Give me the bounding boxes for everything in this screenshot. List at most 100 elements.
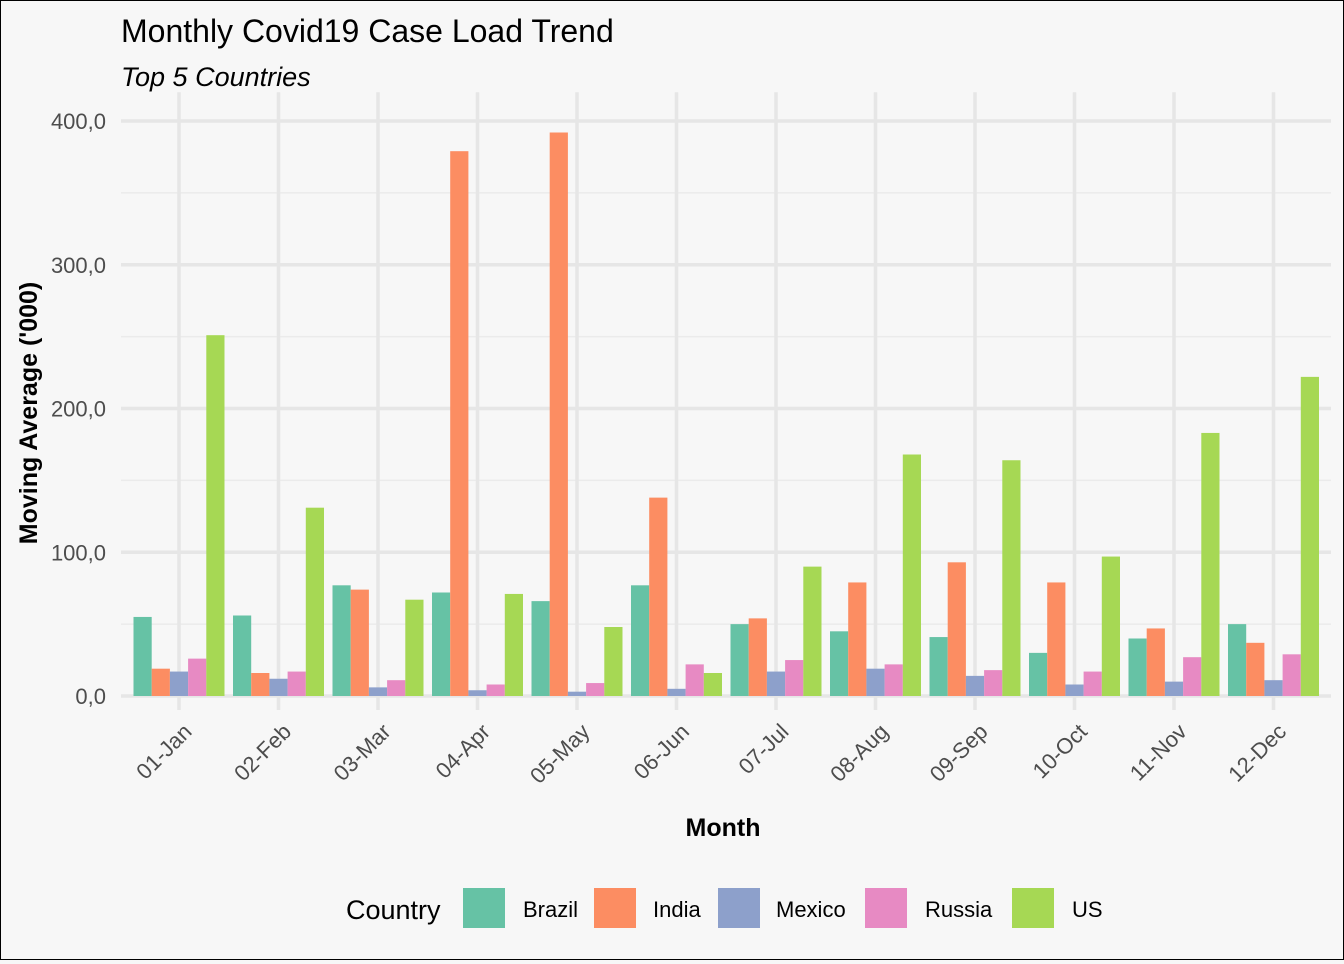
bar-mexico-07-jul	[766, 671, 786, 696]
bar-mexico-06-jun	[667, 688, 686, 696]
bar-brazil-04-apr	[432, 592, 451, 696]
bar-russia-08-aug	[884, 664, 903, 696]
bar-us-05-may	[604, 627, 623, 696]
chart-subtitle: Top 5 Countries	[121, 62, 311, 92]
bar-brazil-06-jun	[631, 585, 650, 696]
x-tick-label: 10-Oct	[1028, 719, 1092, 783]
bar-russia-11-nov	[1183, 657, 1202, 696]
chart-title: Monthly Covid19 Case Load Trend	[121, 13, 614, 49]
bar-russia-03-mar	[387, 680, 406, 696]
bar-us-11-nov	[1201, 432, 1220, 696]
bar-india-09-sep	[947, 562, 966, 696]
bar-brazil-01-jan	[133, 616, 152, 696]
bar-india-03-mar	[350, 589, 369, 696]
bar-india-10-oct	[1047, 582, 1066, 696]
bar-us-08-aug	[902, 454, 921, 696]
y-tick-label: 300,0	[51, 253, 106, 278]
bar-india-06-jun	[649, 497, 668, 696]
bar-mexico-08-aug	[866, 668, 885, 696]
bar-us-03-mar	[405, 599, 424, 696]
bar-mexico-12-dec	[1264, 680, 1283, 696]
bar-us-02-feb	[305, 507, 324, 696]
x-tick-label: 12-Dec	[1223, 719, 1291, 787]
bar-russia-01-jan	[188, 658, 207, 696]
legend-title: Country	[346, 895, 441, 925]
bar-mexico-03-mar	[368, 687, 388, 696]
bar-russia-12-dec	[1282, 654, 1301, 696]
bar-russia-05-may	[586, 683, 605, 696]
x-tick-label: 04-Apr	[431, 719, 495, 783]
bar-russia-02-feb	[287, 671, 306, 696]
y-tick-label: 100,0	[51, 540, 106, 565]
bar-india-12-dec	[1246, 642, 1265, 696]
y-tick-label: 0,0	[75, 684, 106, 709]
legend-label-india: India	[653, 897, 701, 922]
bar-mexico-11-nov	[1164, 681, 1184, 696]
bar-mexico-04-apr	[468, 690, 487, 696]
x-tick-label: 02-Feb	[229, 719, 296, 786]
bar-brazil-08-aug	[830, 631, 849, 696]
bar-russia-10-oct	[1083, 671, 1102, 696]
bar-us-04-apr	[504, 593, 523, 696]
bar-india-11-nov	[1146, 628, 1165, 696]
bar-brazil-02-feb	[233, 615, 252, 696]
bar-brazil-03-mar	[332, 585, 351, 696]
bar-india-02-feb	[251, 673, 270, 696]
bar-mexico-05-may	[567, 691, 587, 696]
legend: Country Brazil India Mexico Russia US	[346, 888, 1103, 928]
bar-russia-09-sep	[984, 670, 1003, 696]
bar-india-05-may	[549, 132, 568, 696]
y-axis-ticks: 0,0 100,0 200,0 300,0 400,0	[51, 109, 106, 709]
bar-russia-06-jun	[685, 664, 704, 696]
bar-india-01-jan	[151, 668, 170, 696]
bar-india-07-jul	[748, 618, 767, 696]
x-tick-label: 11-Nov	[1125, 719, 1192, 786]
bar-brazil-09-sep	[929, 637, 948, 696]
x-axis-ticks: 01-Jan 02-Feb 03-Mar 04-Apr 05-May 06-Jun 07-J…	[131, 719, 1291, 789]
bar-mexico-10-oct	[1065, 684, 1084, 696]
bar-brazil-10-oct	[1029, 652, 1048, 696]
bar-us-07-jul	[803, 566, 822, 696]
x-tick-label: 07-Jul	[733, 719, 793, 779]
bar-us-10-oct	[1101, 556, 1120, 696]
legend-label-mexico: Mexico	[776, 897, 846, 922]
bar-us-12-dec	[1300, 376, 1319, 696]
bar-russia-04-apr	[486, 684, 505, 696]
legend-label-brazil: Brazil	[523, 897, 578, 922]
bar-mexico-02-feb	[269, 678, 288, 696]
y-axis-label: Moving Average ('000)	[15, 282, 43, 545]
y-tick-label: 200,0	[51, 397, 106, 422]
bar-india-08-aug	[848, 582, 867, 696]
x-tick-label: 03-Mar	[329, 719, 396, 786]
bar-mexico-09-sep	[965, 675, 985, 696]
x-tick-label: 09-Sep	[925, 719, 993, 787]
x-tick-label: 01-Jan	[131, 719, 196, 784]
legend-key-russia	[865, 888, 907, 928]
y-tick-label: 400,0	[51, 109, 106, 134]
major-gridlines	[121, 92, 1331, 710]
bars-layer	[133, 132, 1319, 696]
x-tick-label: 06-Jun	[629, 719, 694, 784]
bar-india-04-apr	[450, 151, 469, 696]
x-tick-label: 08-Aug	[825, 719, 893, 787]
bar-mexico-01-jan	[169, 671, 189, 696]
bar-us-06-jun	[703, 673, 722, 696]
legend-key-us	[1012, 888, 1054, 928]
bar-us-01-jan	[206, 335, 225, 696]
legend-key-brazil	[463, 888, 505, 928]
legend-key-mexico	[718, 888, 760, 928]
bar-brazil-07-jul	[730, 624, 749, 696]
x-tick-label: 05-May	[525, 719, 595, 789]
x-axis-label: Month	[686, 814, 761, 842]
legend-label-russia: Russia	[925, 897, 993, 922]
bar-brazil-05-may	[531, 601, 550, 696]
minor-gridlines	[121, 192, 1331, 625]
bar-us-09-sep	[1002, 460, 1021, 696]
legend-label-us: US	[1072, 897, 1103, 922]
bar-brazil-11-nov	[1128, 638, 1147, 696]
legend-key-india	[594, 888, 636, 928]
bar-russia-07-jul	[785, 660, 804, 696]
bar-brazil-12-dec	[1228, 624, 1247, 696]
